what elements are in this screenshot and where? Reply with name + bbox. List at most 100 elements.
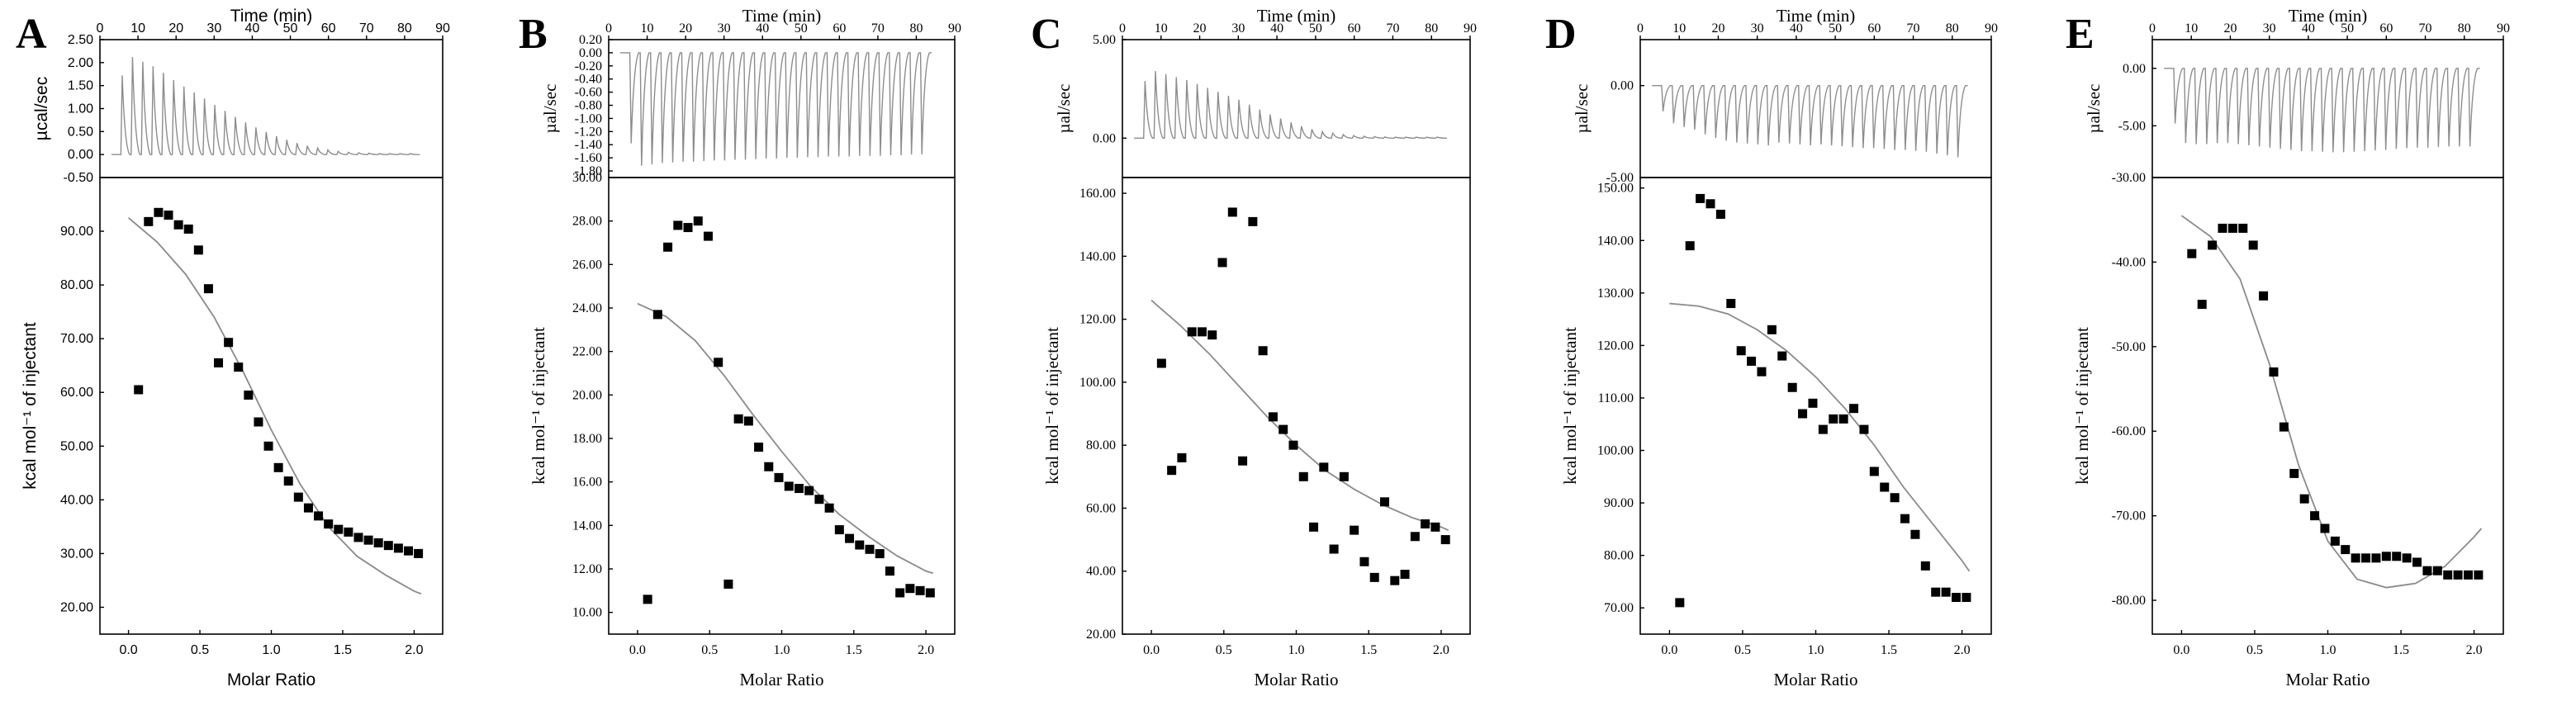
data-point — [693, 216, 703, 226]
enthalpy-tick-label: 40.00 — [1086, 565, 1116, 579]
data-point — [193, 245, 203, 255]
data-point — [1962, 593, 1971, 603]
data-point — [784, 481, 794, 491]
data-point — [1359, 557, 1369, 566]
data-point — [1757, 367, 1767, 377]
data-point — [1187, 327, 1197, 337]
data-point — [1808, 398, 1818, 408]
power-tick-label: 5.00 — [1093, 33, 1116, 47]
data-point — [1900, 514, 1910, 523]
data-point — [214, 358, 224, 367]
time-axis-title: Time (min) — [230, 7, 313, 26]
thermogram-trace — [1134, 71, 1447, 139]
data-point — [1818, 424, 1828, 434]
data-point — [865, 544, 875, 554]
data-point — [1869, 467, 1879, 476]
data-point — [2453, 570, 2463, 580]
enthalpy-tick-label: -60.00 — [2112, 424, 2146, 438]
data-point — [2432, 566, 2442, 576]
data-point — [1227, 207, 1237, 217]
enthalpy-tick-label: 20.00 — [572, 388, 602, 402]
enthalpy-axis-label: kcal mol⁻¹ of injectant — [21, 322, 40, 490]
panel-letter: E — [2066, 11, 2094, 58]
time-tick-label: 50 — [2341, 21, 2354, 36]
data-point — [774, 472, 784, 482]
data-point — [234, 362, 244, 372]
data-point — [2320, 523, 2330, 533]
data-point — [183, 224, 193, 234]
data-point — [1156, 358, 1166, 368]
data-point — [314, 511, 324, 521]
data-point — [363, 535, 373, 545]
time-tick-label: 20 — [1193, 21, 1207, 36]
data-point — [2238, 223, 2248, 233]
data-point — [652, 310, 662, 320]
time-tick-label: 0 — [1637, 21, 1644, 36]
ratio-tick-label: 0.0 — [629, 643, 646, 657]
data-point — [404, 546, 413, 556]
thermogram-trace — [111, 57, 420, 155]
enthalpy-tick-label: 10.00 — [572, 606, 602, 620]
data-point — [1380, 497, 1390, 507]
data-point — [2269, 367, 2279, 377]
data-point — [895, 588, 905, 598]
power-axis-label: µal/sec — [2084, 84, 2104, 134]
data-point — [1726, 299, 1736, 309]
data-point — [2381, 552, 2391, 561]
time-tick-label: 10 — [130, 21, 145, 36]
time-tick-label: 70 — [359, 21, 374, 36]
time-tick-label: 60 — [1348, 21, 1361, 36]
power-axis-label: µcal/sec — [32, 77, 51, 140]
data-point — [885, 566, 894, 576]
power-axis-label: µal/sec — [540, 84, 560, 134]
data-point — [2208, 240, 2218, 250]
time-tick-label: 60 — [833, 21, 846, 36]
time-tick-label: 50 — [283, 21, 298, 36]
power-tick-label: -1.60 — [575, 151, 602, 165]
data-point — [1705, 199, 1715, 209]
time-tick-label: 30 — [1751, 21, 1764, 36]
data-point — [2422, 566, 2432, 576]
enthalpy-tick-label: 14.00 — [572, 519, 602, 533]
data-point — [824, 503, 834, 513]
data-point — [1675, 598, 1685, 608]
time-tick-label: 70 — [2419, 21, 2432, 36]
data-point — [1941, 587, 1951, 597]
data-point — [925, 588, 935, 598]
enthalpy-axis-label: kcal mol⁻¹ of injectant — [1042, 327, 1062, 485]
data-point — [1268, 412, 1278, 422]
time-tick-label: 0 — [97, 21, 104, 36]
data-point — [2259, 291, 2269, 301]
data-point — [764, 462, 774, 471]
time-axis-title: Time (min) — [1777, 6, 1855, 26]
data-point — [1309, 522, 1319, 532]
enthalpy-tick-label: -80.00 — [2112, 594, 2146, 608]
data-point — [1696, 193, 1705, 203]
data-point — [1931, 587, 1941, 597]
data-point — [1859, 424, 1869, 434]
ratio-tick-label: 2.0 — [405, 643, 423, 657]
ratio-tick-label: 1.0 — [774, 643, 790, 657]
enthalpy-tick-label: 60.00 — [60, 386, 93, 400]
thermogram-frame — [99, 39, 444, 178]
data-point — [2279, 422, 2289, 432]
data-point — [2443, 570, 2453, 580]
time-tick-label: 90 — [2497, 21, 2510, 36]
data-point — [2310, 511, 2320, 521]
data-point — [1238, 456, 1248, 466]
panel-a: A Time (min) 0 10 20 30 40 50 60 70 80 90 2.50 2.00 1.… — [16, 7, 450, 689]
data-point — [1207, 330, 1217, 340]
time-tick-label: 80 — [909, 21, 923, 36]
data-point — [2412, 557, 2422, 567]
data-point — [683, 223, 693, 233]
isotherm-frame — [608, 177, 956, 635]
data-point — [2371, 553, 2381, 563]
data-point — [383, 541, 393, 551]
data-point — [1279, 424, 1288, 434]
data-point — [1777, 351, 1787, 361]
data-point — [2392, 552, 2402, 561]
power-tick-label: -0.20 — [575, 59, 602, 73]
enthalpy-tick-label: 120.00 — [1597, 339, 1634, 353]
data-point — [2289, 468, 2299, 478]
data-point — [2227, 223, 2237, 233]
